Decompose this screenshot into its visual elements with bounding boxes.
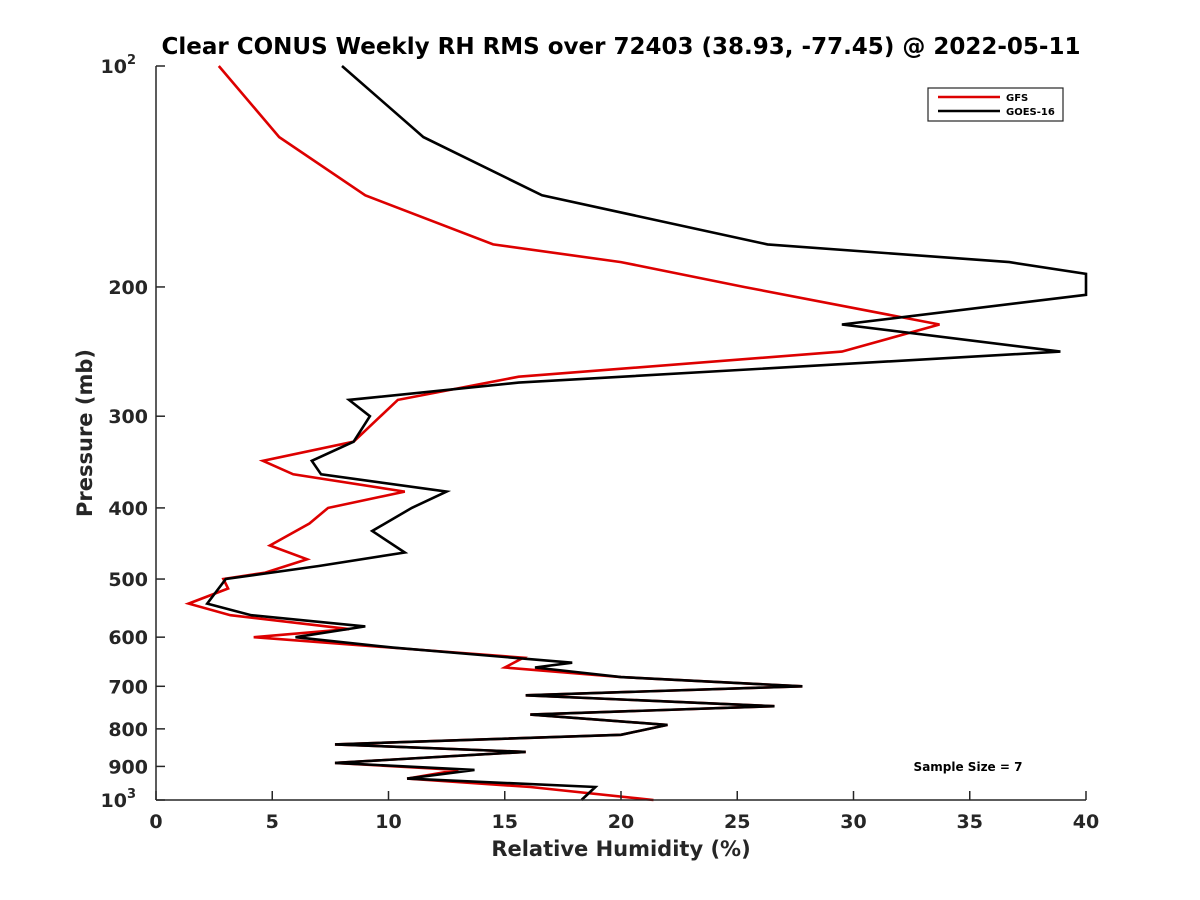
- y-tick-label: 102: [101, 53, 137, 78]
- legend: GFS GOES-16: [927, 87, 1064, 122]
- y-tick-label: 700: [108, 676, 148, 698]
- x-axis-label: Relative Humidity (%): [491, 837, 750, 861]
- x-tick-label: 5: [266, 811, 279, 833]
- x-ticks: 0 5 10 15 20 25 30 35 40: [149, 791, 1099, 833]
- series-layer: [184, 65, 1088, 802]
- x-tick-label: 0: [149, 811, 162, 833]
- y-tick-label: 300: [108, 406, 148, 428]
- series-line-goes16: [204, 65, 1088, 801]
- y-tick-label: 103: [101, 787, 137, 812]
- sample-size-annotation: Sample Size = 7: [914, 760, 1023, 774]
- y-tick-label: 900: [108, 756, 148, 778]
- y-tick-label: 800: [108, 719, 148, 741]
- plot-frame: [156, 66, 1086, 800]
- x-tick-label: 40: [1073, 811, 1099, 833]
- y-axis-label: Pressure (mb): [73, 349, 97, 517]
- y-tick-label: 400: [108, 498, 148, 520]
- plot-area: 0 5 10 15 20 25 30 35 40 102 200 300 400 500 600 700 80…: [101, 53, 1100, 833]
- x-tick-label: 20: [608, 811, 634, 833]
- y-tick-label: 600: [108, 627, 148, 649]
- x-tick-label: 25: [724, 811, 750, 833]
- chart-title: Clear CONUS Weekly RH RMS over 72403 (38…: [162, 34, 1081, 60]
- y-ticks: 102 200 300 400 500 600 700 800 900 103: [101, 53, 165, 812]
- x-tick-label: 35: [957, 811, 983, 833]
- x-tick-label: 10: [375, 811, 401, 833]
- y-tick-label: 500: [108, 569, 148, 591]
- x-tick-label: 30: [840, 811, 866, 833]
- legend-box: [927, 87, 1064, 122]
- legend-label-goes16: GOES-16: [1006, 107, 1055, 118]
- legend-label-gfs: GFS: [1006, 93, 1028, 104]
- y-tick-label: 200: [108, 277, 148, 299]
- x-tick-label: 15: [492, 811, 518, 833]
